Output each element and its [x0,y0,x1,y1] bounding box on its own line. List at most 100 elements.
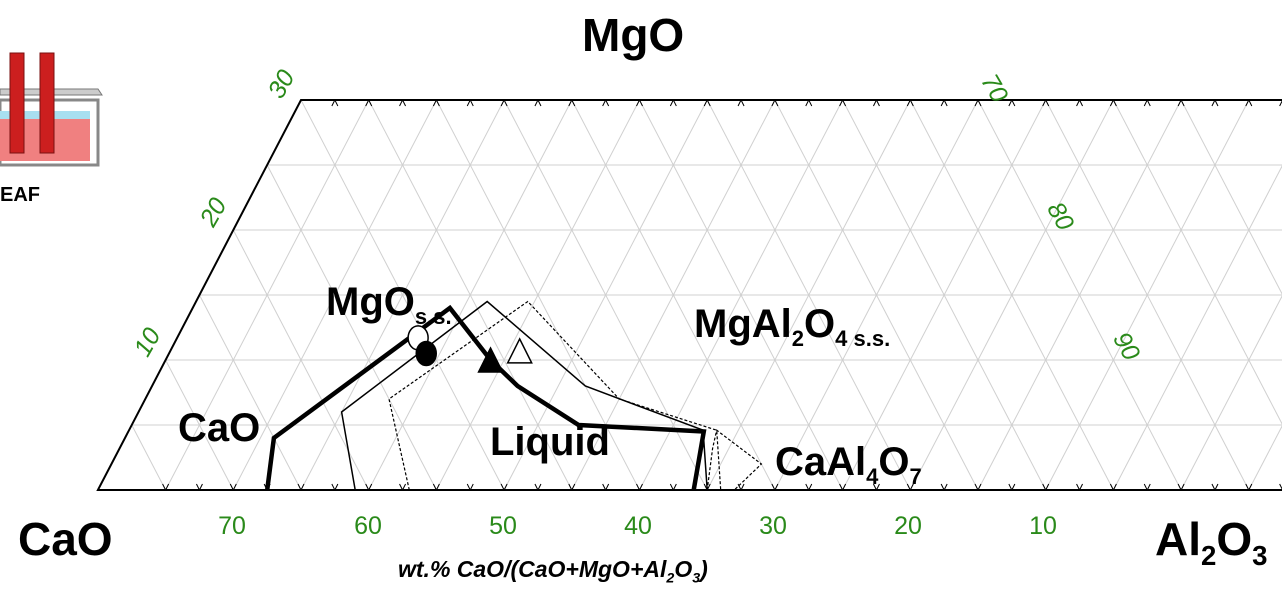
tick-mark [466,483,471,491]
tick-mark [943,483,948,491]
grid-line-cao [199,294,302,491]
tick-mark [1076,99,1080,107]
tick-mark [602,483,607,491]
tick-mark [537,99,542,107]
tick-mark [232,483,237,491]
tick-mark [805,483,810,491]
tick-mark [503,99,508,107]
tick-mark [1211,483,1216,491]
tick-mark [229,483,234,491]
tick-mark [842,483,847,491]
tick-mark [808,99,813,107]
tick-mark [300,483,305,491]
tick-mark [1245,483,1250,491]
tick-label-20: 20 [894,512,922,540]
grid-line-al2o3 [1045,99,1250,491]
tick-mark [1177,99,1182,107]
tick-mark [571,483,576,491]
tick-mark [503,483,508,491]
tick-mark [1214,483,1219,491]
tick-label-10: 10 [1029,512,1057,540]
tick-mark [602,99,607,107]
series-1-line [340,300,708,491]
tick-mark [368,99,373,107]
tick-mark [639,483,643,491]
tick-mark [466,99,471,107]
tick-mark [1177,483,1182,491]
tick-mark [909,483,914,491]
grid-line-al2o3 [977,99,1182,491]
eaf-furnace-icon [0,52,103,167]
tick-mark [162,483,167,491]
tick-mark [940,99,945,107]
tick-mark [435,99,440,107]
tick-mark [873,99,877,107]
tick-label-40: 40 [624,512,652,540]
tick-mark [605,483,610,491]
tick-mark [1112,483,1117,491]
tick-mark [974,99,979,107]
tick-mark [297,483,302,491]
grid-line-al2o3 [300,99,505,491]
tick-mark [1211,99,1216,107]
tick-mark [605,99,610,107]
tick-mark [1008,99,1013,107]
tick-mark [1180,99,1185,107]
tick-mark [909,99,914,107]
tick-mark [839,99,844,107]
x-axis-label: wt.% CaO/(CaO+MgO+Al2O3) [398,556,708,587]
tick-mark [1279,483,1282,490]
tick-mark [672,483,677,491]
marker-1 [415,340,437,367]
tick-mark [839,483,844,491]
tick-mark [740,483,745,491]
tick-mark [365,483,370,491]
corner-mgo: MgO [582,9,685,61]
tick-mark [1146,99,1151,107]
tick-mark [432,483,437,491]
series-3-line [706,429,763,491]
grid-line-al2o3 [909,99,1114,491]
tick-mark [368,483,373,491]
tick-mark [469,483,474,491]
tick-mark [943,99,948,107]
grid-line-al2o3 [639,99,844,491]
tick-mark [500,99,505,107]
tick-mark [636,99,640,107]
tick-mark [1245,99,1250,107]
tick-mark [1180,483,1185,491]
grid-line-al2o3 [706,99,911,491]
tick-mark [1109,483,1114,491]
tick-label-50: 50 [489,512,517,540]
tick-mark [669,99,674,107]
tick-mark [1248,483,1253,491]
tick-mark [873,483,877,491]
tick-mark [842,99,847,107]
tick-mark [534,483,539,491]
series-2-line [388,300,722,491]
tick-mark [365,99,370,107]
tick-mark [399,483,403,491]
tick-mark [1042,483,1047,491]
tick-mark [1045,99,1050,107]
tick-mark [808,483,813,491]
grid-line-al2o3 [165,99,370,491]
tick-mark [876,483,880,491]
tick-mark [1279,100,1282,107]
tick-mark [740,99,745,107]
tick-mark [940,483,945,491]
tick-mark [636,483,640,491]
tick-mark [977,483,982,491]
tick-mark [537,483,542,491]
tick-mark [568,99,573,107]
tick-mark [571,99,576,107]
tick-mark [639,99,643,107]
tick-mark [1143,483,1148,491]
tick-mark [1109,99,1114,107]
tick-mark [774,483,779,491]
tick-mark [1011,483,1016,491]
tick-mark [435,483,440,491]
region-liquid: Liquid [490,420,610,464]
tick-mark [1248,99,1253,107]
